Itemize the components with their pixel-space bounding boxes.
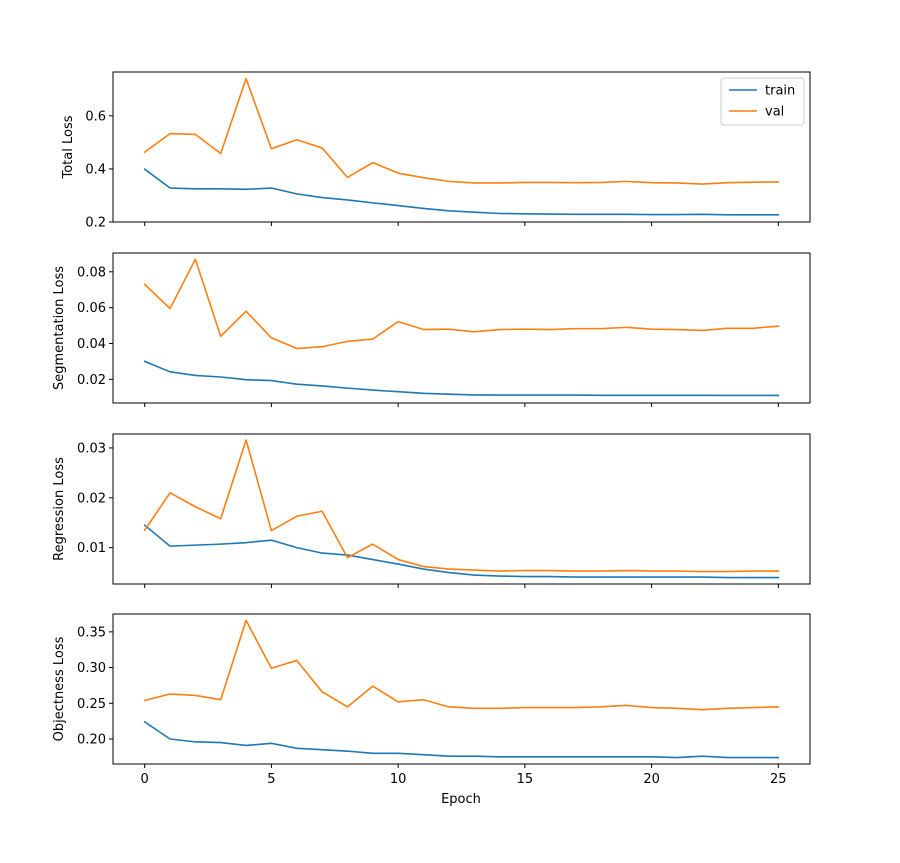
subplot-3: 0.01 0.02 0.03 Regression Loss	[52, 433, 811, 588]
axes-frame	[112, 71, 811, 223]
val-series-line	[143, 258, 780, 350]
x-tick-label: 20	[643, 772, 660, 787]
y-axis-label: Total Loss	[61, 115, 76, 179]
val-series-line	[143, 619, 780, 711]
legend-val-label: val	[765, 105, 784, 120]
train-series-line	[143, 720, 780, 759]
y-tick-label: 0.6	[85, 109, 106, 124]
train-series-line	[143, 524, 780, 579]
y-tick-label: 0.01	[77, 541, 106, 556]
val-series-line	[143, 77, 780, 185]
y-axis-label: Regression Loss	[52, 457, 67, 561]
axes-frame	[112, 613, 811, 765]
subplot-4: 0.20 0.25 0.30 0.35 0 5 10 15 20 25 Objectness Los…	[52, 613, 811, 787]
val-series-line	[143, 439, 780, 573]
x-tick-label: 5	[267, 772, 275, 787]
y-axis-label: Objectness Loss	[52, 636, 67, 741]
y-tick-label: 0.08	[77, 265, 106, 280]
y-tick-label: 0.02	[77, 491, 106, 506]
y-tick-label: 0.04	[77, 337, 106, 352]
train-series-line	[143, 360, 780, 397]
x-axis-label: Epoch	[441, 792, 481, 807]
subplot-2: 0.02 0.04 0.06 0.08 Segmentation Loss	[52, 252, 811, 407]
legend-train-label: train	[765, 84, 795, 99]
x-tick-label: 0	[141, 772, 149, 787]
y-tick-label: 0.35	[77, 625, 106, 640]
x-tick-label: 10	[390, 772, 407, 787]
axes-frame	[112, 433, 811, 585]
y-tick-label: 0.30	[77, 661, 106, 676]
axes-frame	[112, 252, 811, 404]
x-tick-label: 25	[770, 772, 787, 787]
y-tick-label: 0.2	[85, 216, 106, 231]
y-tick-label: 0.02	[77, 373, 106, 388]
y-axis-label: Segmentation Loss	[52, 266, 67, 390]
y-tick-label: 0.25	[77, 697, 106, 712]
train-series-line	[143, 168, 780, 216]
legend: train val	[720, 77, 805, 126]
y-tick-label: 0.4	[85, 162, 106, 177]
y-tick-label: 0.06	[77, 301, 106, 316]
x-axis-title: Epoch	[441, 792, 481, 807]
y-tick-label: 0.03	[77, 441, 106, 456]
y-tick-label: 0.20	[77, 733, 106, 748]
subplot-1: 0.2 0.4 0.6 Total Loss train val	[61, 71, 811, 231]
x-tick-label: 15	[517, 772, 534, 787]
